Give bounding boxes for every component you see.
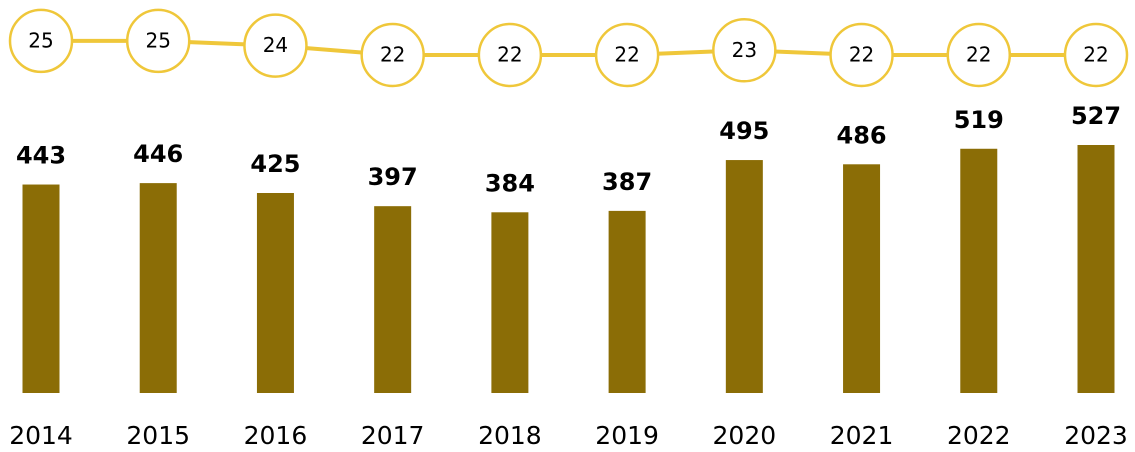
point-label: 22 [966, 43, 991, 67]
point [360, 22, 425, 88]
point-label: 22 [380, 43, 405, 67]
x-tick-label: 2023 [1064, 421, 1128, 450]
data-label: 443 [16, 142, 66, 170]
point [243, 13, 308, 78]
point-label: 22 [614, 43, 639, 67]
data-label: 519 [954, 106, 1004, 134]
point-label: 22 [849, 43, 874, 67]
x-tick-label: 2019 [595, 421, 659, 450]
point-label: 22 [497, 43, 522, 67]
point [1063, 22, 1129, 88]
point [594, 22, 660, 88]
x-tick-label: 2018 [478, 421, 542, 450]
x-tick-label: 2016 [244, 421, 308, 450]
point [712, 18, 777, 83]
data-label: 384 [485, 169, 535, 197]
point-label: 22 [1083, 43, 1108, 67]
point-label: 24 [263, 33, 288, 57]
point [946, 22, 1012, 88]
x-tick-label: 2014 [9, 421, 73, 450]
data-label: 397 [368, 163, 418, 191]
data-label: 387 [602, 168, 652, 196]
point-label: 25 [145, 28, 170, 52]
bar [491, 212, 529, 393]
x-tick-label: 2017 [361, 421, 425, 450]
point [829, 22, 894, 88]
x-tick-label: 2015 [126, 421, 190, 450]
point [125, 8, 191, 74]
point [8, 8, 74, 74]
data-label: 527 [1071, 102, 1121, 130]
data-label: 446 [133, 140, 183, 168]
bar [1077, 145, 1115, 393]
point-label: 25 [28, 28, 53, 52]
x-tick-label: 2020 [713, 421, 777, 450]
bar [725, 160, 763, 393]
data-label: 486 [837, 121, 887, 149]
data-label: 495 [719, 117, 769, 145]
data-label: 425 [250, 150, 300, 178]
bar [608, 210, 646, 393]
bar [139, 183, 177, 393]
x-tick-label: 2021 [830, 421, 894, 450]
x-tick-label: 2022 [947, 421, 1011, 450]
point [477, 22, 543, 88]
line [41, 38, 1096, 57]
bar [960, 148, 998, 393]
point-label: 23 [732, 38, 757, 62]
bar [22, 184, 60, 393]
bar [374, 206, 412, 393]
bar [843, 164, 881, 393]
bar [256, 193, 294, 393]
